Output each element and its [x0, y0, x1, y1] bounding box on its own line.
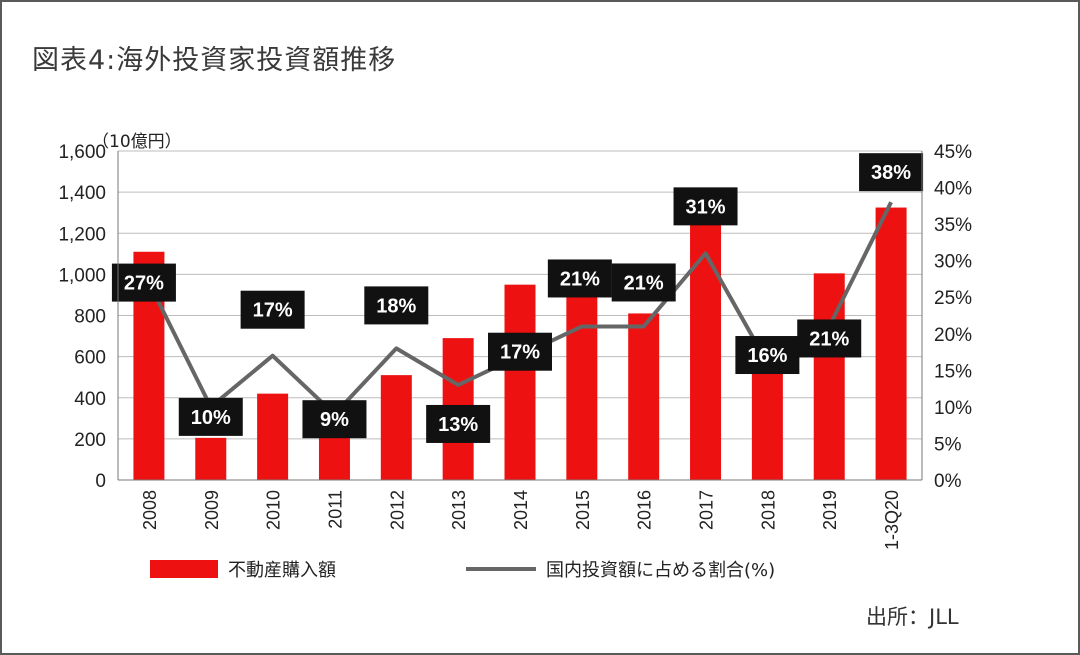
- x-tick-label: 2015: [573, 490, 593, 530]
- point-label-box: [111, 263, 176, 302]
- point-label: 21%: [560, 268, 600, 290]
- bar: [195, 437, 227, 480]
- point-label-box: [302, 400, 367, 439]
- y-right-tick-label: 40%: [934, 179, 972, 200]
- point-label: 9%: [320, 409, 349, 431]
- y-right-tick-label: 15%: [934, 361, 972, 382]
- point-label: 31%: [686, 196, 726, 218]
- y-right-tick-label: 25%: [934, 288, 972, 309]
- bar: [690, 190, 722, 480]
- x-tick-label: 2009: [202, 490, 222, 530]
- point-label-box: [547, 259, 612, 298]
- y-right-tick-label: 10%: [934, 398, 972, 419]
- y-right-tick-label: 35%: [934, 215, 972, 236]
- y-left-tick-label: 400: [74, 389, 106, 410]
- bar: [875, 207, 907, 480]
- y-left-tick-label: 1,600: [58, 142, 106, 163]
- y-left-tick-label: 800: [74, 307, 106, 328]
- y-left-tick-label: 1,200: [58, 224, 106, 245]
- x-tick-label: 1-3Q20: [882, 490, 902, 550]
- x-tick-label: 2013: [449, 490, 469, 530]
- y-axis-unit-label: （10億円）: [92, 132, 182, 152]
- x-tick-label: 2012: [387, 490, 407, 530]
- source-note: 出所：JLL: [866, 605, 959, 629]
- point-label-box: [735, 336, 800, 375]
- legend-line-label: 国内投資額に占める割合(%): [546, 560, 775, 581]
- legend-bar-swatch: [150, 560, 218, 578]
- point-label-box: [426, 404, 491, 443]
- x-tick-label: 2016: [635, 490, 655, 530]
- x-tick-label: 2019: [820, 490, 840, 530]
- legend: 不動産購入額 国内投資額に占める割合(%): [150, 560, 775, 581]
- point-label: 16%: [747, 345, 787, 367]
- y-left-tick-label: 600: [74, 348, 106, 369]
- point-label-box: [797, 319, 862, 358]
- point-label-box: [178, 397, 243, 436]
- chart-title: 図表4:海外投資家投資額推移: [32, 45, 397, 76]
- point-label-box: [240, 290, 305, 329]
- x-tick-label: 2014: [511, 490, 531, 530]
- point-label: 10%: [191, 407, 231, 429]
- bar: [566, 261, 598, 480]
- bar: [380, 375, 412, 480]
- legend-bar-label: 不動産購入額: [228, 560, 336, 581]
- x-tick-label: 2018: [758, 490, 778, 530]
- bar: [504, 284, 536, 480]
- y-right-tick-label: 5%: [934, 434, 962, 455]
- point-label: 21%: [809, 328, 849, 350]
- y-right-tick-label: 0%: [934, 471, 962, 492]
- x-tick-label: 2008: [140, 490, 160, 530]
- point-label-box: [673, 187, 738, 226]
- y-left-tick-label: 1,000: [58, 265, 106, 286]
- y-right-tick-label: 45%: [934, 142, 972, 163]
- x-tick-label: 2011: [325, 490, 345, 529]
- axes: 0 200 400 600 800 1,000 1,200 1,400 1,600 0% 5% 10%…: [58, 142, 972, 550]
- x-tick-label: 2010: [264, 490, 284, 530]
- point-label: 17%: [500, 342, 540, 364]
- point-label: 13%: [438, 414, 478, 436]
- bar: [257, 393, 289, 480]
- x-tick-label: 2017: [697, 490, 717, 530]
- point-label: 27%: [124, 273, 164, 295]
- y-left-tick-label: 1,400: [58, 183, 106, 204]
- y-right-tick-label: 20%: [934, 325, 972, 346]
- point-label: 38%: [871, 162, 911, 184]
- y-left-tick-label: 0: [95, 471, 106, 492]
- point-label-box: [488, 332, 552, 371]
- point-label-box: [611, 263, 676, 302]
- point-label-box: [859, 153, 924, 192]
- bar: [628, 313, 660, 480]
- point-label: 21%: [624, 272, 664, 294]
- point-label: 17%: [253, 300, 293, 322]
- y-right-tick-label: 30%: [934, 252, 972, 273]
- point-labels: 27% 10% 17% 9% 18% 13% 17% 21% 21% 31% 16% 21% 38%: [111, 153, 924, 443]
- y-left-tick-label: 200: [74, 430, 106, 451]
- bar: [318, 434, 350, 480]
- point-label-box: [364, 286, 429, 325]
- point-label: 18%: [376, 295, 416, 317]
